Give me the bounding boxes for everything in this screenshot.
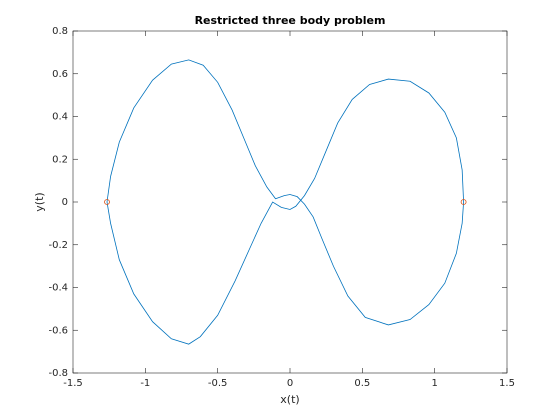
marker [460,199,467,205]
x-axis-label: x(t) [280,393,299,406]
y-tick-label: 0.6 [52,69,68,80]
x-tick-label: 1 [431,378,437,389]
y-tick-label: -0.6 [48,325,68,336]
plot-area [72,30,508,374]
y-tick-label: -0.4 [48,283,68,294]
x-tick-label: -1 [140,378,150,389]
y-tick-label: -0.8 [48,368,68,379]
orbit-line [106,59,464,345]
y-tick-label: 0.8 [52,26,68,37]
x-tick-label: -1.5 [63,378,83,389]
x-tick-label: -0.5 [208,378,228,389]
y-tick-label: 0.2 [52,154,68,165]
y-tick-label: -0.2 [48,240,68,251]
y-tick-label: 0.4 [52,112,68,123]
x-tick-label: 0 [287,378,293,389]
marker [104,199,110,205]
y-tick-label: 0 [62,197,68,208]
chart-title: Restricted three body problem [195,14,386,27]
y-axis-label: y(t) [33,192,46,211]
x-tick-label: 1.5 [499,378,515,389]
x-tick-label: 0.5 [354,378,370,389]
